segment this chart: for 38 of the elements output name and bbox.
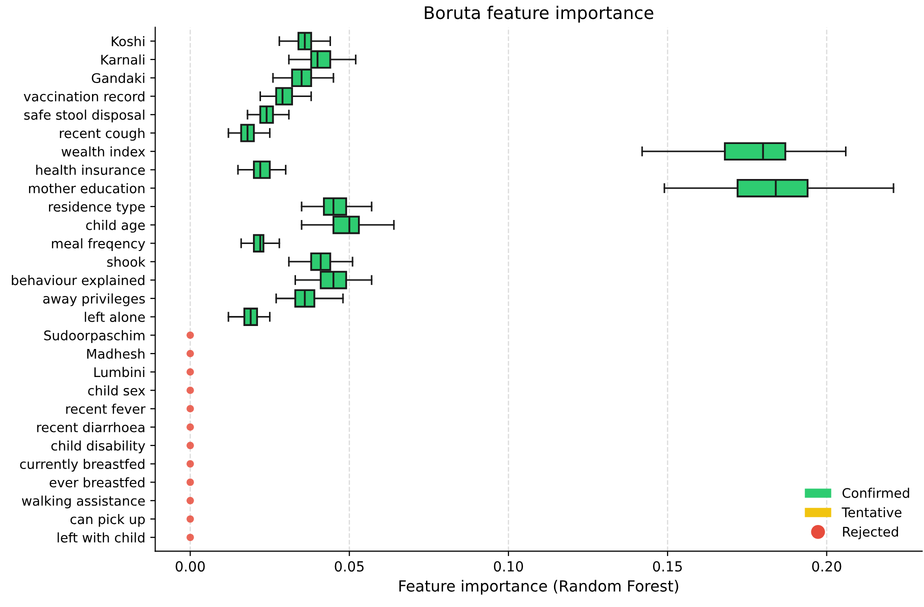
y-tick-label: Lumbini: [94, 366, 144, 378]
y-tick-label: wealth index: [62, 146, 146, 157]
y-tick-label: safe stool disposal: [24, 110, 144, 122]
y-tick-label: Karnali: [101, 54, 144, 65]
y-tick-label: health insurance: [36, 164, 145, 175]
y-tick-label: child disability: [51, 440, 146, 454]
legend-label: Confirmed: [842, 488, 910, 498]
y-tick-label: shook: [107, 256, 146, 267]
y-tick-label: currently breastfed: [20, 458, 144, 472]
y-tick-label: can pick up: [70, 514, 145, 527]
y-tick-label: Sudoorpaschim: [44, 330, 144, 343]
y-tick-label: behaviour explained: [12, 275, 144, 288]
y-tick-label: Koshi: [112, 36, 144, 46]
y-tick-label: away privileges: [43, 293, 145, 306]
y-tick-label: Gandaki: [92, 72, 144, 84]
x-axis-title: Feature importance (Random Forest): [399, 580, 678, 595]
y-tick-label: recent diarrhoea: [37, 422, 144, 432]
x-tick-label: 0.00: [176, 561, 205, 572]
y-tick-label: vaccination record: [24, 91, 144, 102]
x-tick-label: 0.20: [812, 561, 842, 572]
y-tick-label: walking assistance: [22, 496, 145, 508]
x-tick-label: 0.05: [334, 561, 364, 572]
y-tick-label: left alone: [84, 312, 145, 322]
y-tick-label: child sex: [88, 385, 146, 396]
x-tick-label: 0.15: [653, 561, 682, 572]
y-tick-label: mother education: [29, 183, 144, 194]
legend-label: Tentative: [842, 507, 902, 518]
y-tick-label: recent cough: [60, 128, 144, 141]
legend-label: Rejected: [843, 526, 898, 540]
y-tick-label: left with child: [58, 532, 144, 543]
x-tick-label: 0.10: [494, 561, 523, 572]
y-tick-label: Madhesh: [87, 348, 144, 359]
y-tick-label: residence type: [49, 202, 145, 214]
chart-title: Boruta feature importance: [424, 6, 654, 23]
y-tick-label: recent fever: [66, 404, 146, 414]
y-tick-label: ever breastfed: [50, 477, 144, 488]
y-tick-label: meal freqency: [52, 238, 146, 252]
y-tick-label: child age: [86, 220, 145, 233]
